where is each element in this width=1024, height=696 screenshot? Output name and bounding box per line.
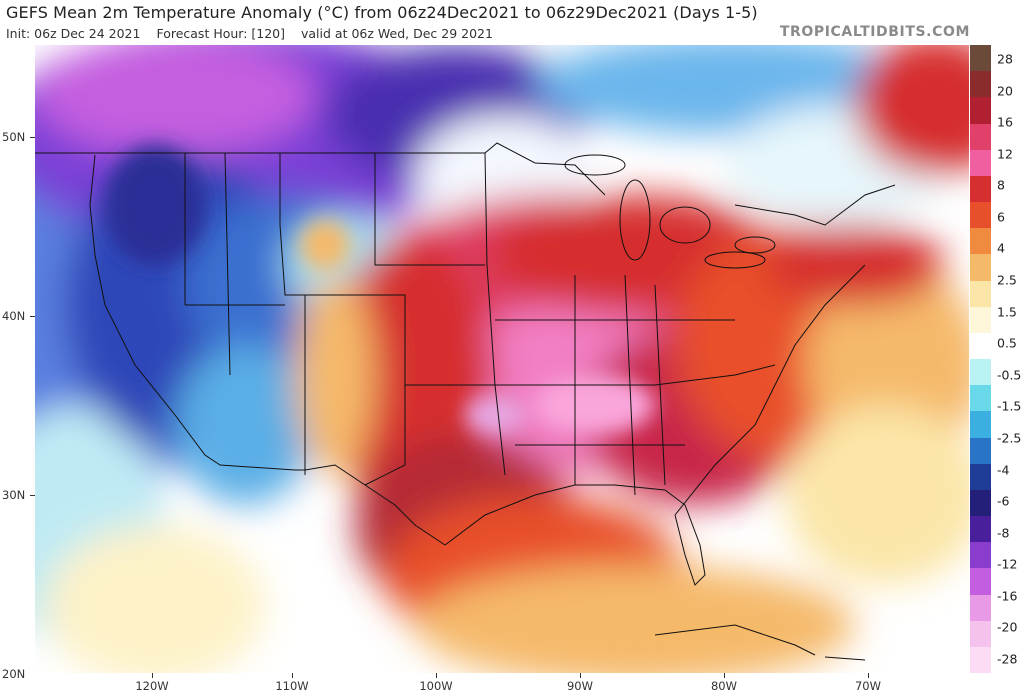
map-subtitle: Init: 06z Dec 24 2021 Forecast Hour: [12… — [6, 26, 505, 41]
colorbar-label: -16 — [997, 588, 1018, 604]
colorbar-label: -12 — [997, 556, 1018, 572]
colorbar-label: 1.5 — [997, 304, 1017, 320]
lat-label-30n: 30N — [2, 488, 26, 502]
colorbar-swatch — [970, 45, 991, 72]
lon-label-100w: 100W — [419, 679, 453, 693]
colorbar-label: 0.5 — [997, 335, 1017, 351]
colorbar-label: -28 — [997, 651, 1018, 667]
colorbar-label: -20 — [997, 619, 1018, 635]
colorbar-label: -0.5 — [997, 367, 1022, 383]
lon-label-80w: 80W — [710, 679, 738, 693]
colorbar-swatch — [970, 306, 991, 334]
lon-tick — [152, 673, 153, 678]
colorbar-swatch — [970, 489, 991, 517]
colorbar-swatch — [970, 437, 991, 465]
lat-tick — [30, 495, 35, 496]
map-title: GEFS Mean 2m Temperature Anomaly (°C) fr… — [6, 3, 758, 22]
lon-label-110w: 110W — [275, 679, 309, 693]
colorbar-label: 6 — [997, 209, 1005, 225]
colorbar-swatch — [970, 516, 991, 543]
colorbar-swatch — [970, 463, 991, 491]
colorbar-swatch — [970, 594, 991, 622]
lon-tick — [292, 673, 293, 678]
colorbar-label: -2.5 — [997, 430, 1022, 446]
anomaly-map — [35, 45, 969, 673]
colorbar-swatch — [970, 280, 991, 308]
lat-label-50n: 50N — [2, 130, 26, 144]
lon-label-120w: 120W — [135, 679, 169, 693]
colorbar-swatch — [970, 123, 991, 151]
caribbean-outlines — [654, 624, 866, 661]
colorbar-label: 12 — [997, 146, 1013, 162]
anomaly-detail — [105, 145, 655, 435]
lon-tick — [724, 673, 725, 678]
colorbar-swatch — [970, 254, 991, 281]
colorbar-label: -1.5 — [997, 398, 1022, 414]
lon-tick — [868, 673, 869, 678]
colorbar-label: -6 — [997, 493, 1010, 509]
colorbar-swatch — [970, 97, 991, 124]
lon-tick — [436, 673, 437, 678]
lat-label-40n: 40N — [2, 309, 26, 323]
colorbar-swatch — [970, 620, 991, 648]
colorbar-swatch — [970, 149, 991, 177]
colorbar-label: 16 — [997, 114, 1013, 130]
colorbar-label: -8 — [997, 525, 1010, 541]
colorbar-swatch — [970, 385, 991, 412]
init-time: Init: 06z Dec 24 2021 — [6, 26, 141, 41]
colorbar-swatch — [970, 411, 991, 438]
lon-label-70w: 70W — [854, 679, 882, 693]
colorbar-swatch — [970, 228, 991, 255]
colorbar-label: 20 — [997, 83, 1013, 99]
forecast-hour: Forecast Hour: [120] — [156, 26, 286, 41]
lat-label-20n: 20N — [2, 667, 26, 681]
colorbar-label: -4 — [997, 462, 1010, 478]
political-boundaries — [35, 142, 896, 586]
colorbar-label: 28 — [997, 51, 1013, 67]
colorbar-swatch — [970, 568, 991, 595]
valid-time: valid at 06z Wed, Dec 29 2021 — [301, 26, 493, 41]
lon-label-90w: 90W — [566, 679, 594, 693]
colorbar-swatch — [970, 359, 991, 386]
colorbar: 28 20 16 12 8 6 4 2.5 1.5 0.5 -0.5 -1.5 -2.5 -4 -6 -8 -1… — [970, 45, 1022, 674]
colorbar-swatch — [970, 646, 991, 674]
colorbar-swatch — [970, 202, 991, 229]
lat-tick — [30, 137, 35, 138]
colorbar-label: 4 — [997, 240, 1005, 256]
colorbar-swatch — [970, 175, 991, 203]
colorbar-swatch — [970, 542, 991, 569]
lon-tick — [580, 673, 581, 678]
site-brand: TROPICALTIDBITS.COM — [779, 24, 970, 40]
colorbar-label: 2.5 — [997, 272, 1017, 288]
lake-outlines — [564, 154, 776, 269]
colorbar-swatch — [970, 332, 991, 360]
colorbar-label: 8 — [997, 177, 1005, 193]
colorbar-swatch — [970, 71, 991, 98]
lat-tick — [30, 316, 35, 317]
